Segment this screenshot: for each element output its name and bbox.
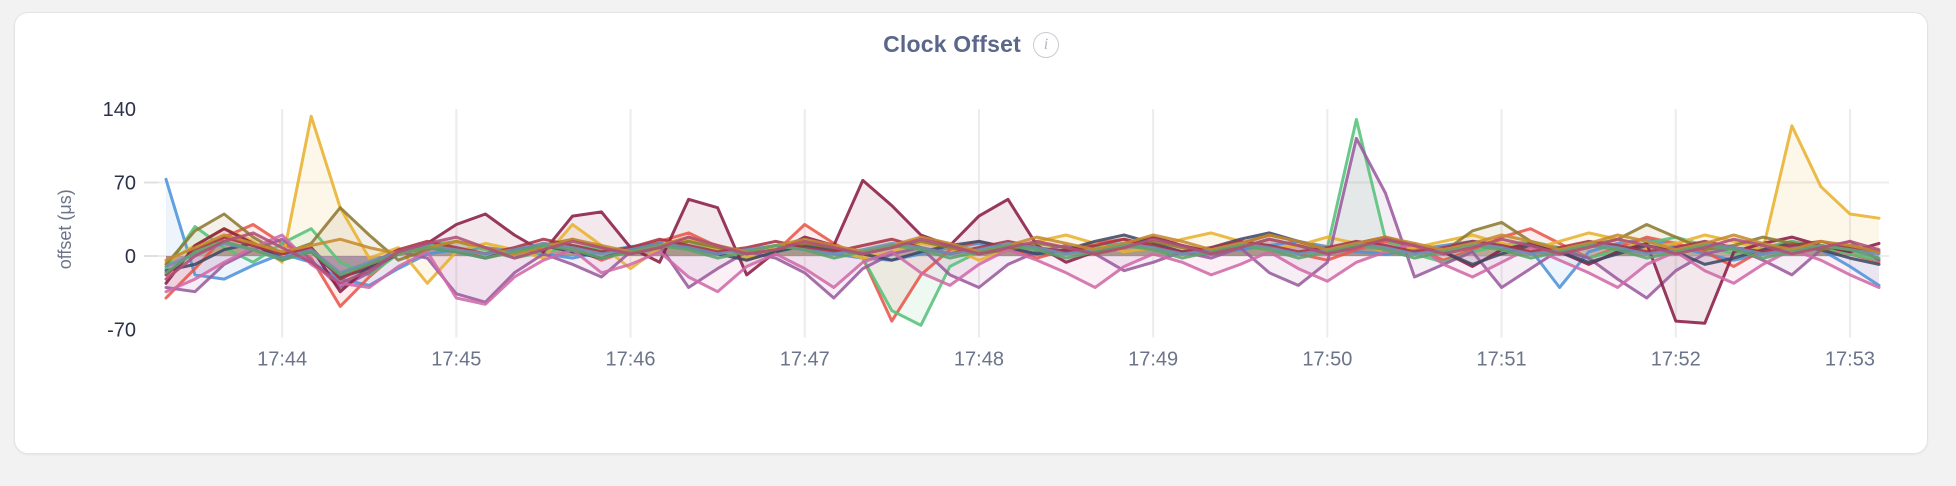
xtick-label: 17:47 — [780, 349, 830, 371]
xtick-label: 17:44 — [257, 349, 307, 371]
series-line-node-14[interactable] — [164, 231, 1881, 285]
ytick-label: -70 — [107, 320, 136, 342]
series-line-node-09[interactable] — [164, 233, 1881, 306]
xtick-label: 17:49 — [1128, 349, 1178, 371]
ytick-label: 70 — [114, 173, 136, 195]
y-axis-title: offset (μs) — [55, 189, 75, 269]
card-header: Clock Offset i — [15, 31, 1927, 58]
chart-plot-area[interactable]: 140 70 0 -70 offset (μs) 17:44 17:45 17:46 17:47… — [15, 13, 1929, 455]
clock-offset-card: Clock Offset i 140 70 0 -70 offset (μs) 17:44… — [14, 12, 1928, 454]
series-area-node-09 — [166, 235, 1879, 305]
xtick-label: 17:45 — [431, 349, 481, 371]
xtick-label: 17:51 — [1477, 349, 1527, 371]
clock-offset-line-chart[interactable]: 140 70 0 -70 offset (μs) 17:44 17:45 17:46 17:47… — [15, 13, 1929, 455]
xtick-label: 17:53 — [1825, 349, 1875, 371]
xtick-label: 17:46 — [606, 349, 656, 371]
ytick-label: 0 — [125, 246, 136, 268]
xtick-label: 17:52 — [1651, 349, 1701, 371]
series-lines — [164, 114, 1881, 327]
ytick-label: 140 — [103, 99, 136, 121]
series-area-node-05 — [166, 138, 1879, 303]
xtick-label: 17:50 — [1302, 349, 1352, 371]
series-line-node-12[interactable] — [164, 233, 1881, 262]
info-circle-icon[interactable]: i — [1032, 31, 1059, 58]
page-title: Clock Offset — [883, 31, 1021, 57]
xtick-label: 17:48 — [954, 349, 1004, 371]
